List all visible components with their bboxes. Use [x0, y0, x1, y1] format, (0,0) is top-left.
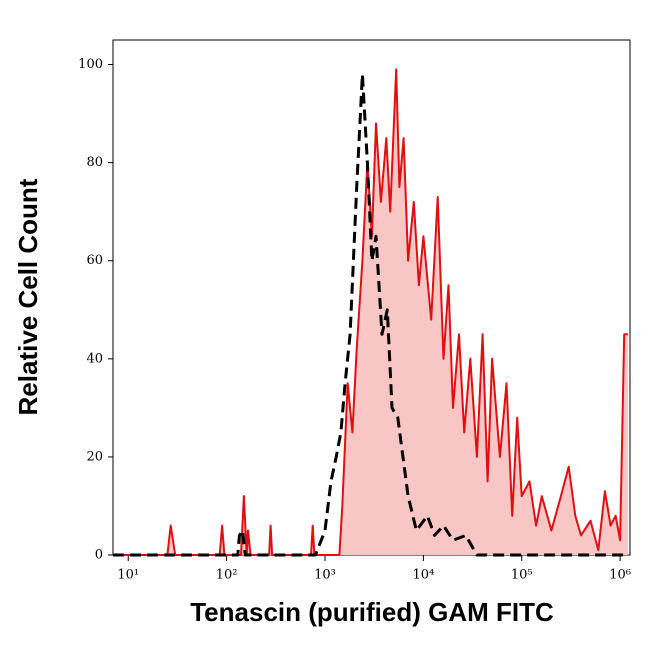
y-tick-label: 0	[95, 548, 103, 563]
y-tick-label: 100	[78, 57, 103, 72]
y-tick-label: 40	[86, 351, 103, 366]
x-tick-label: 10³	[314, 568, 336, 583]
histogram-line	[113, 72, 628, 557]
y-axis-title: Relative Cell Count	[13, 178, 43, 415]
x-tick-label: 10¹	[117, 568, 139, 583]
y-tick-label: 20	[86, 449, 103, 464]
y-tick-label: 60	[86, 253, 103, 268]
x-axis-title: Tenascin (purified) GAM FITC	[190, 597, 554, 627]
y-tick-label: 80	[86, 155, 103, 170]
x-tick-label: 10⁴	[412, 568, 434, 583]
x-tick-label: 10²	[216, 568, 238, 583]
histogram-area	[113, 69, 628, 556]
x-tick-label: 10⁵	[511, 568, 533, 583]
x-tick-label: 10⁶	[609, 568, 631, 583]
